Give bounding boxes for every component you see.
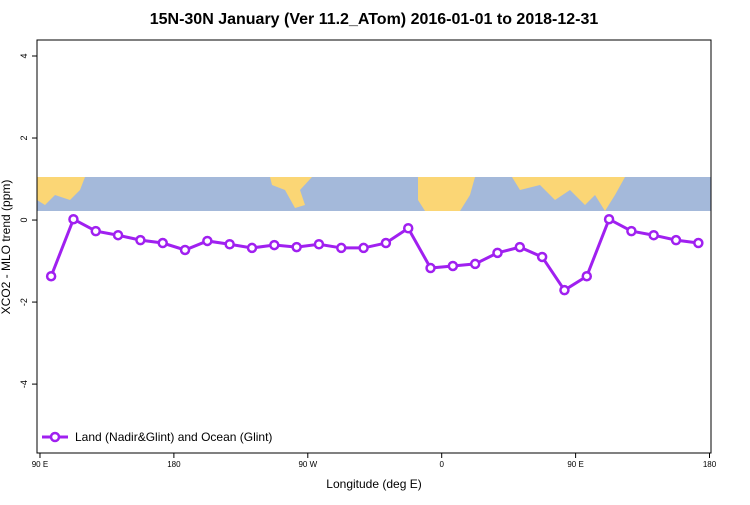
plot-frame <box>36 39 712 454</box>
point <box>224 238 235 250</box>
point <box>581 270 593 282</box>
point <box>112 229 124 241</box>
point <box>135 234 146 246</box>
x-tick-label: 0 <box>439 460 444 469</box>
point <box>559 284 570 296</box>
y-tick-label: 2 <box>19 136 29 141</box>
point <box>246 242 258 254</box>
point <box>514 241 526 253</box>
point <box>603 213 615 225</box>
legend-label: Land (Nadir&Glint) and Ocean (Glint) <box>75 430 272 444</box>
point <box>380 237 392 249</box>
x-axis-label: Longitude (deg E) <box>326 477 421 491</box>
point <box>157 237 168 249</box>
point <box>670 234 682 246</box>
point <box>469 258 481 270</box>
x-tick-label: 180 <box>167 460 181 469</box>
y-tick-label: 0 <box>19 218 29 223</box>
point <box>693 237 704 249</box>
point <box>402 222 414 234</box>
y-tick-label: -2 <box>19 298 29 306</box>
y-axis-label: XCO2 - MLO trend (ppm) <box>0 180 13 315</box>
x-tick-label: 90 E <box>32 460 48 469</box>
chart-title: 15N-30N January (Ver 11.2_ATom) 2016-01-… <box>150 11 599 28</box>
y-tick-label: 4 <box>19 53 29 58</box>
point <box>90 225 102 237</box>
x-tick-label: 180 <box>703 460 717 469</box>
point <box>626 225 637 237</box>
point <box>202 235 213 247</box>
y-tick-label: -4 <box>19 380 29 388</box>
point <box>447 260 459 272</box>
series-line <box>49 217 699 293</box>
point <box>291 241 302 253</box>
point <box>536 251 548 263</box>
point <box>269 239 280 251</box>
point <box>336 242 347 254</box>
point <box>425 262 436 274</box>
point <box>358 242 369 254</box>
point <box>648 229 659 241</box>
x-tick-label: 90 W <box>298 460 317 469</box>
point <box>45 270 57 282</box>
legend-marker <box>49 431 61 443</box>
map-strip <box>37 177 711 211</box>
point <box>68 213 79 225</box>
point <box>492 247 503 259</box>
x-tick-label: 90 E <box>567 460 583 469</box>
point <box>313 238 325 250</box>
point <box>179 244 191 256</box>
